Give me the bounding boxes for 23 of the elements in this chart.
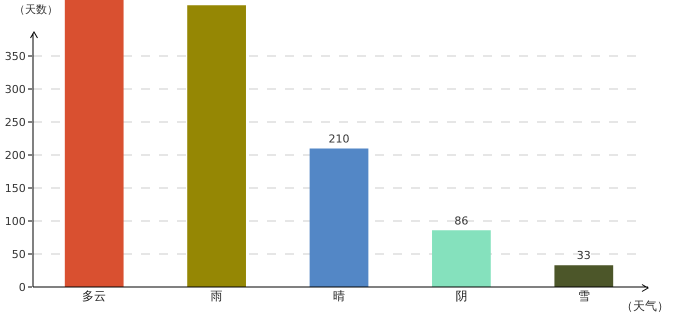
data-label: 210 (328, 132, 350, 146)
x-tick-label: 阴 (455, 289, 468, 303)
y-tick-label: 300 (4, 82, 26, 96)
y-tick-label: 0 (18, 280, 26, 294)
bar (64, 0, 124, 287)
y-tick-label: 50 (12, 248, 26, 261)
bar (310, 148, 368, 287)
y-tick-label: 100 (4, 214, 26, 228)
x-tick-label: 雪 (578, 289, 590, 303)
y-tick-label: 150 (4, 182, 26, 195)
y-axis-title: （天数） (14, 3, 58, 16)
y-tick-label: 250 (4, 116, 26, 129)
y-tick-label: 350 (4, 50, 26, 63)
x-tick-label: 多云 (82, 289, 106, 303)
y-tick-label: 200 (4, 148, 26, 162)
data-label: 86 (454, 214, 468, 228)
bar (554, 265, 614, 287)
bar (432, 230, 491, 287)
data-label: 33 (576, 249, 591, 262)
x-tick-label: 晴 (333, 289, 345, 303)
x-tick-label: 雨 (210, 289, 223, 303)
x-axis-title: （天气） (621, 299, 669, 313)
bar (187, 5, 246, 287)
